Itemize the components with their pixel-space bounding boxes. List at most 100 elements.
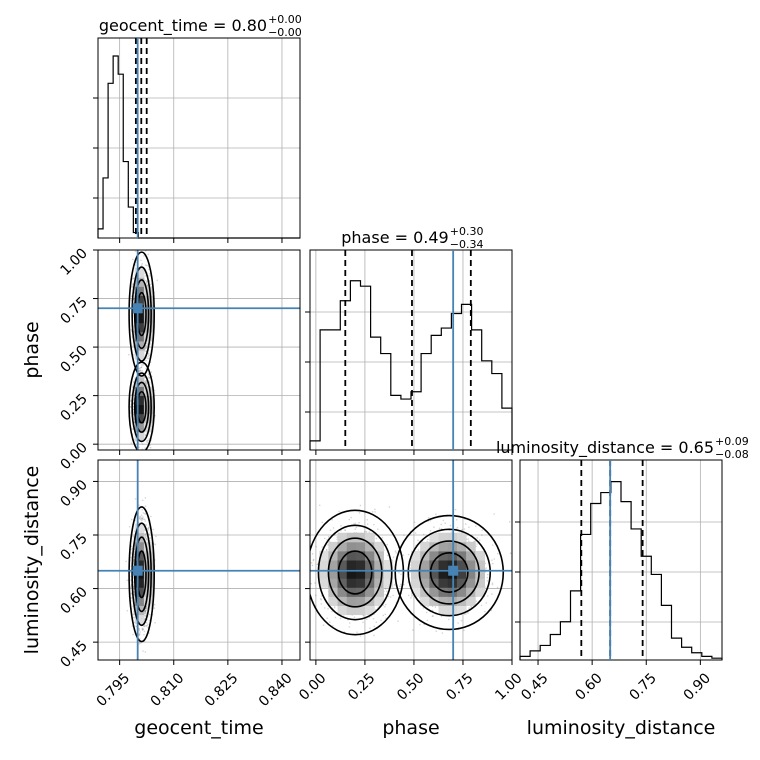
sample-point [144, 264, 147, 267]
sample-point [145, 538, 148, 541]
sample-point [148, 613, 151, 616]
density-cell [134, 377, 145, 387]
sample-point [145, 347, 147, 349]
sample-point [332, 625, 334, 627]
sample-point [306, 566, 308, 568]
sample-point [146, 280, 148, 283]
sample-point [144, 434, 147, 437]
density-cell [134, 596, 145, 606]
sample-point [138, 643, 141, 645]
sample-point [480, 604, 483, 607]
sample-point [140, 373, 143, 376]
sample-point [138, 633, 141, 636]
sample-point [484, 610, 486, 613]
sample-point [144, 610, 147, 613]
sample-point [339, 617, 342, 620]
sample-point [320, 603, 323, 605]
sample-point [141, 517, 143, 520]
sample-point [143, 630, 146, 633]
sample-point [350, 516, 352, 519]
sample-point [375, 621, 378, 623]
sample-point [156, 279, 159, 282]
sample-point [134, 498, 137, 500]
sample-point [431, 609, 434, 612]
density-cell [134, 286, 145, 296]
density-cell [134, 614, 145, 625]
sample-point [132, 633, 134, 636]
sample-point [427, 517, 430, 519]
sample-point [338, 510, 340, 513]
sample-point [374, 608, 377, 611]
sample-point [142, 363, 145, 366]
panel-title-geocent_time: geocent_time = 0.80 +0.00−0.00 [99, 13, 302, 39]
panel-content [306, 460, 512, 660]
sample-point [320, 595, 323, 597]
density-cell [134, 295, 145, 306]
density-cell [134, 404, 145, 415]
sample-point [144, 609, 147, 612]
sample-point [135, 453, 137, 455]
sample-point [369, 627, 371, 629]
density-cell [143, 596, 154, 606]
contour-line [133, 279, 150, 350]
sample-point [414, 532, 417, 534]
density-cell [134, 523, 145, 534]
density-cell [134, 541, 145, 552]
sample-point [141, 499, 144, 502]
sample-point [139, 367, 142, 369]
sample-point [141, 508, 144, 511]
histogram-step-phase [309, 280, 513, 450]
sample-point [374, 508, 376, 511]
title-upper-error: +0.30 [450, 225, 484, 238]
sample-point [328, 540, 331, 543]
sample-point [388, 506, 391, 508]
sample-point [366, 618, 368, 621]
density-cell [134, 331, 145, 342]
sample-point [145, 383, 148, 386]
sample-point [145, 367, 148, 370]
sample-point [431, 615, 434, 618]
title-lower-error: −0.08 [715, 448, 749, 461]
sample-point [461, 528, 464, 531]
sample-point [146, 357, 148, 359]
scatter-panel-geocent_time-luminosity_distance [97, 459, 301, 661]
density-cell [134, 386, 145, 396]
sample-point [138, 628, 141, 630]
sample-point [478, 539, 481, 541]
density-cell [134, 413, 145, 424]
sample-point [139, 637, 141, 640]
sample-point [402, 554, 405, 556]
sample-point [145, 379, 147, 382]
sample-point [387, 595, 390, 598]
sample-point [491, 559, 493, 561]
histogram-frame [519, 459, 723, 661]
sample-point [132, 562, 135, 565]
sample-point [358, 521, 360, 524]
sample-point [132, 277, 135, 280]
density-cell [143, 541, 154, 552]
sample-point [148, 381, 151, 383]
sample-point [485, 602, 488, 604]
sample-point [132, 613, 135, 616]
sample-point [134, 250, 137, 253]
sample-point [144, 610, 146, 612]
sample-point [457, 622, 459, 624]
sample-point [141, 517, 144, 520]
sample-point [133, 354, 135, 356]
sample-point [326, 617, 329, 619]
sample-point [145, 451, 147, 453]
sample-point [144, 520, 147, 522]
sample-point [348, 626, 351, 628]
sample-point [354, 522, 357, 525]
sample-point [145, 382, 147, 384]
sample-point [319, 597, 322, 600]
sample-point [138, 634, 141, 636]
sample-point [384, 588, 387, 590]
sample-point [496, 586, 499, 589]
sample-point [354, 528, 357, 531]
sample-point [447, 618, 450, 621]
panel-title-phase: phase = 0.49 +0.30−0.34 [341, 225, 483, 251]
sample-point [145, 606, 148, 608]
sample-point [481, 534, 483, 536]
sample-point [145, 537, 147, 540]
